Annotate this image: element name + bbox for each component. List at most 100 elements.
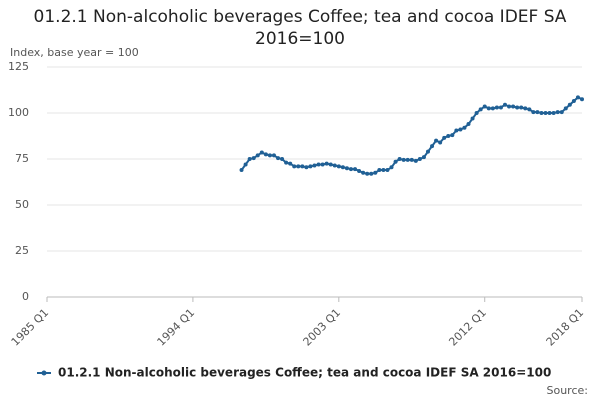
point [409, 157, 414, 162]
point [430, 144, 435, 149]
point [348, 167, 353, 172]
point [551, 111, 556, 115]
point [474, 111, 479, 115]
point [413, 158, 418, 163]
x-tick-label: 2018 Q1 [544, 306, 587, 349]
point [478, 107, 483, 112]
y-tick-label: 50 [15, 198, 29, 211]
y-tick-label: 125 [8, 60, 29, 73]
point [498, 105, 503, 110]
point [361, 170, 366, 175]
point [377, 168, 382, 173]
legend-marker [41, 370, 47, 376]
point [543, 111, 548, 115]
point [405, 157, 410, 162]
point [324, 161, 329, 166]
point [482, 104, 487, 109]
point [575, 95, 580, 100]
point [255, 153, 260, 158]
point [276, 156, 281, 161]
point [425, 149, 430, 154]
y-tick-label: 25 [15, 244, 29, 257]
point [563, 106, 568, 111]
point [523, 106, 528, 111]
point [442, 135, 447, 140]
point [519, 105, 524, 110]
point [454, 128, 459, 133]
point [259, 150, 264, 155]
point [357, 168, 362, 173]
point [571, 99, 576, 104]
point [263, 152, 268, 157]
point [251, 156, 256, 161]
x-tick-label: 2012 Q1 [446, 306, 489, 349]
point [434, 138, 439, 143]
point [527, 107, 532, 112]
point [507, 104, 512, 109]
x-tick-label: 1994 Q1 [155, 306, 198, 349]
point [438, 140, 443, 145]
point [393, 159, 398, 164]
x-tick-label: 2003 Q1 [301, 306, 344, 349]
point [284, 160, 289, 165]
point [381, 168, 386, 173]
point [547, 111, 552, 115]
point [417, 157, 422, 161]
point [308, 164, 313, 169]
point [446, 134, 451, 138]
point [539, 111, 544, 115]
point [296, 164, 301, 169]
point [580, 97, 584, 102]
point [535, 110, 540, 115]
y-axis-label: Index, base year = 100 [10, 46, 139, 59]
point [462, 125, 467, 130]
point [458, 127, 463, 132]
point [300, 164, 305, 169]
point [567, 102, 572, 107]
point [353, 167, 358, 172]
chart-title: 01.2.1 Non-alcoholic beverages Coffee; t… [33, 7, 567, 49]
point [385, 168, 390, 173]
point [466, 122, 471, 127]
point [515, 105, 520, 110]
point [486, 106, 491, 111]
point [401, 157, 406, 162]
point [304, 165, 309, 170]
point [280, 157, 285, 161]
point [490, 106, 495, 111]
x-tick-label: 1985 Q1 [9, 306, 52, 349]
point [511, 104, 516, 109]
point [502, 102, 507, 107]
legend-label: 01.2.1 Non-alcoholic beverages Coffee; t… [58, 366, 551, 380]
point [328, 162, 333, 167]
point [373, 170, 378, 175]
y-tick-label: 100 [8, 106, 29, 119]
point [450, 133, 455, 138]
point [397, 157, 402, 161]
point [336, 164, 341, 169]
point [340, 165, 345, 170]
point [332, 163, 337, 168]
point [247, 157, 252, 161]
point [267, 153, 272, 158]
point [288, 161, 293, 166]
source: Source: [547, 384, 589, 397]
point [271, 153, 276, 158]
y-tick-label: 75 [15, 152, 29, 165]
point [312, 163, 317, 168]
point [320, 162, 325, 167]
point [369, 171, 374, 176]
point [555, 110, 560, 115]
y-tick-label: 0 [22, 290, 29, 303]
point [559, 110, 564, 115]
point [389, 165, 394, 170]
point [344, 166, 349, 171]
point [494, 105, 499, 110]
point [421, 155, 426, 160]
point [365, 171, 370, 176]
point [239, 168, 244, 173]
point [243, 162, 248, 167]
point [292, 164, 297, 169]
